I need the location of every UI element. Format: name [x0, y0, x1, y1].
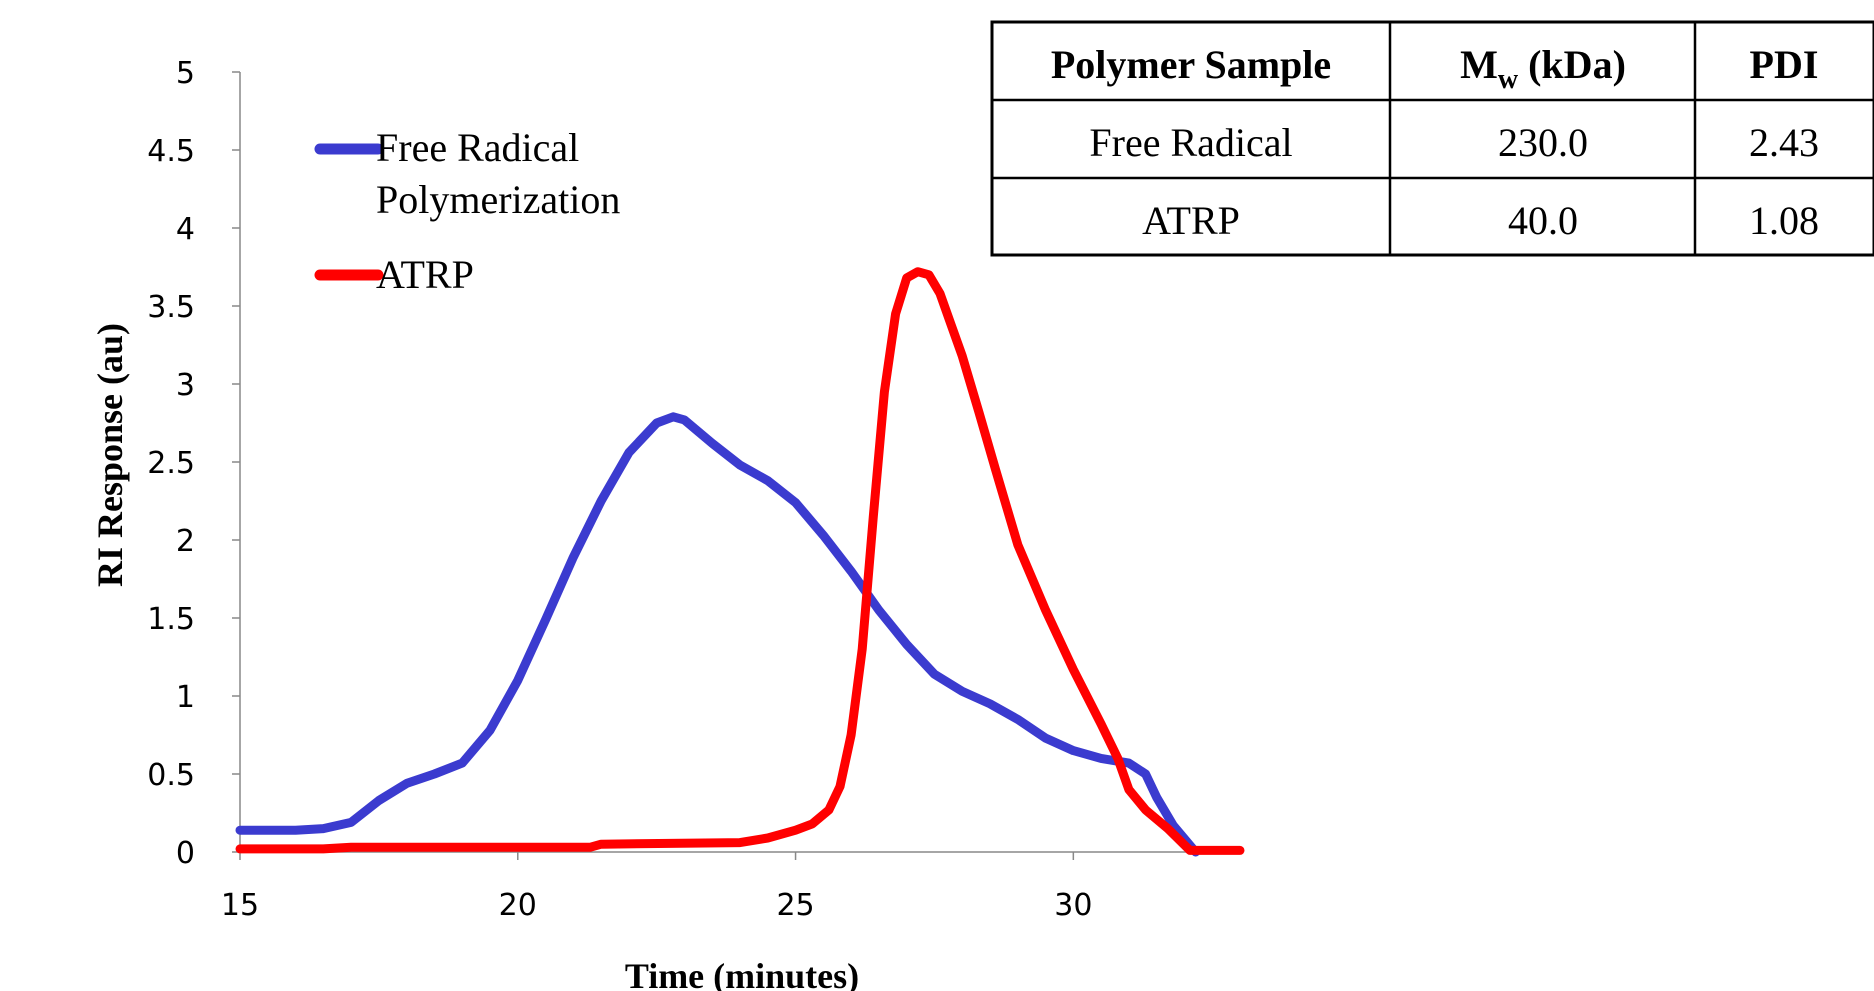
- table-cell-r2-mw: 40.0: [1508, 198, 1578, 243]
- series-line-atrp: [235, 267, 1245, 855]
- table-cell-r1-sample: Free Radical: [1089, 120, 1292, 165]
- y-tick-label: 4: [176, 212, 195, 247]
- table-header-mw-m: M: [1460, 42, 1498, 87]
- legend-label-atrp: ATRP: [376, 252, 474, 297]
- y-tick-label: 0.5: [147, 758, 195, 793]
- y-tick-label: 0: [176, 836, 195, 871]
- y-tick-label: 2.5: [147, 446, 195, 481]
- table-header-mw-unit: (kDa): [1518, 42, 1626, 87]
- y-tick-label: 4.5: [147, 134, 195, 169]
- x-axis-ticks: 15 20 25 30: [221, 852, 1092, 923]
- legend: Free Radical Polymerization ATRP: [314, 125, 620, 297]
- y-axis-title: RI Response (au): [90, 323, 130, 587]
- table-cell-r1-pdi: 2.43: [1749, 120, 1819, 165]
- table-header-sample: Polymer Sample: [1051, 42, 1331, 87]
- y-tick-label: 3.5: [147, 290, 195, 325]
- table-cell-r2-sample: ATRP: [1142, 198, 1240, 243]
- x-tick-label: 15: [221, 888, 259, 923]
- table-border: [990, 20, 1874, 257]
- series-line-free-radical: [235, 412, 1201, 857]
- legend-label-free-radical-line2: Polymerization: [376, 177, 620, 222]
- y-tick-label: 5: [176, 56, 195, 91]
- table-header-mw: Mw (kDa): [1460, 42, 1626, 95]
- table-header-pdi: PDI: [1750, 42, 1819, 87]
- y-tick-label: 3: [176, 368, 195, 403]
- y-tick-label: 1.5: [147, 602, 195, 637]
- x-axis-title: Time (minutes): [625, 956, 859, 991]
- y-tick-label: 2: [176, 524, 195, 559]
- legend-label-free-radical-line1: Free Radical: [376, 125, 579, 170]
- x-tick-label: 20: [499, 888, 537, 923]
- y-axis-ticks: 0 0.5 1 1.5 2 2.5 3 3.5 4 4.5 5: [147, 56, 240, 871]
- y-tick-label: 1: [176, 680, 195, 715]
- table-header-mw-sub: w: [1498, 64, 1519, 95]
- table-cell-r1-mw: 230.0: [1498, 120, 1588, 165]
- table-cell-r2-pdi: 1.08: [1749, 198, 1819, 243]
- x-tick-label: 30: [1054, 888, 1092, 923]
- data-table: Polymer Sample Mw (kDa) PDI Free Radical…: [990, 20, 1874, 257]
- x-tick-label: 25: [776, 888, 814, 923]
- series-layer: [235, 267, 1245, 857]
